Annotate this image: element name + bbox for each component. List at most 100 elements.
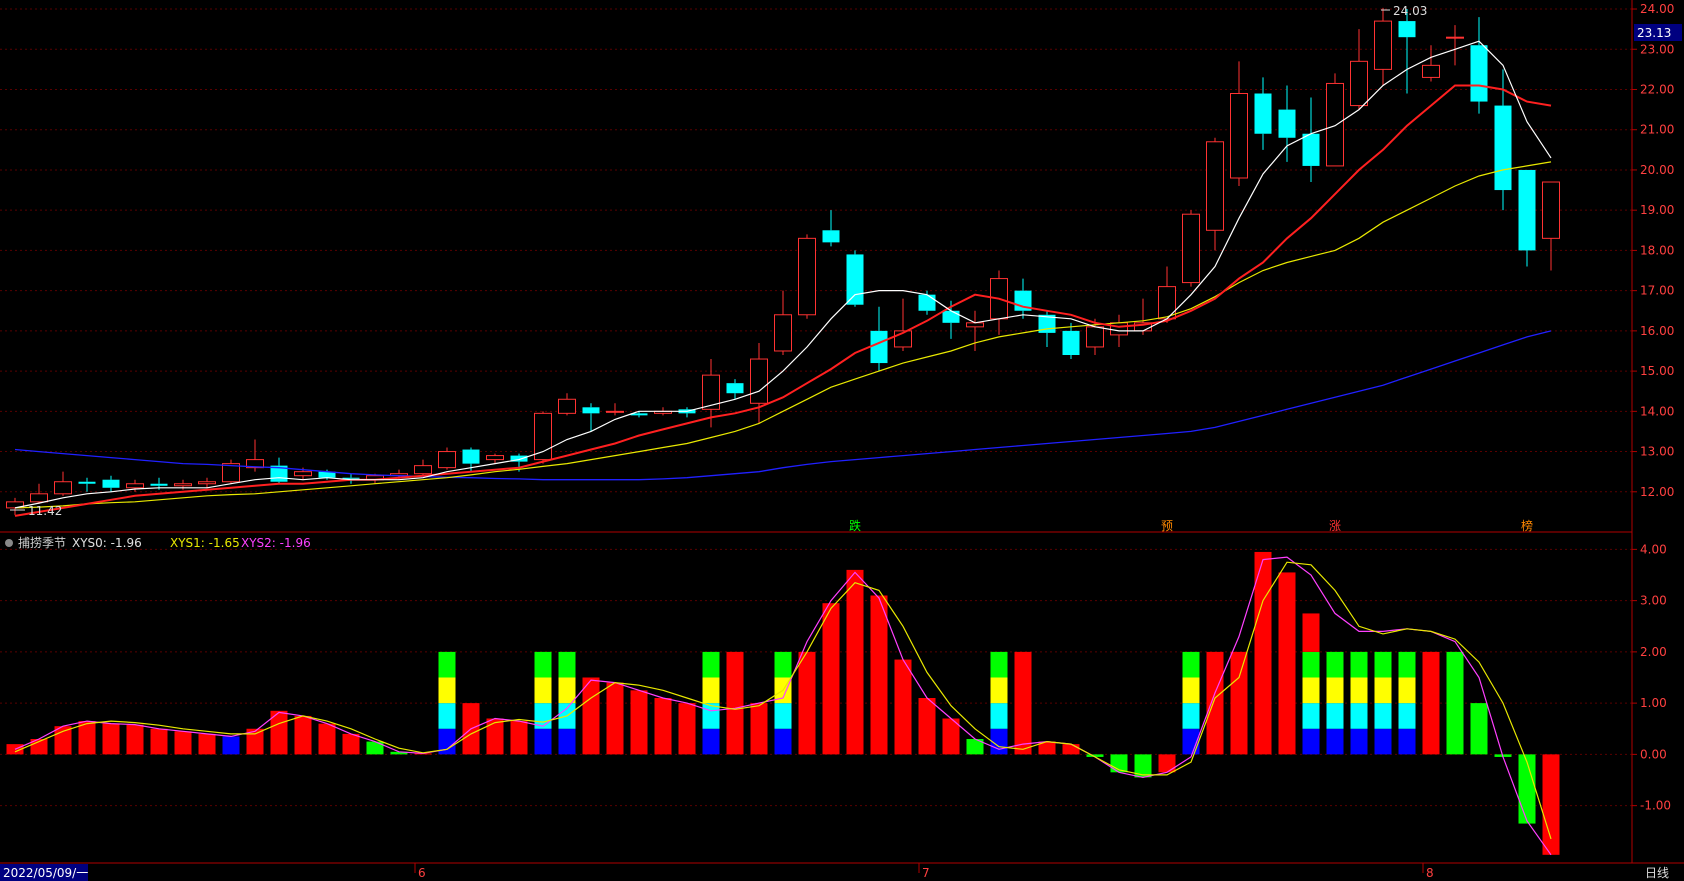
indicator-bar-segment	[558, 677, 576, 704]
ma60-line	[14, 330, 1552, 481]
candle[interactable]	[846, 250, 864, 307]
candle[interactable]	[966, 310, 984, 351]
candle[interactable]	[1518, 169, 1536, 267]
indicator-bar	[1542, 754, 1560, 855]
candle[interactable]	[1542, 181, 1560, 271]
candle[interactable]	[606, 403, 624, 416]
indicator-bar-segment	[1374, 703, 1392, 729]
period-label[interactable]: 日线	[1645, 866, 1669, 880]
candle[interactable]	[246, 439, 264, 472]
price-tick-label: 12.00	[1640, 485, 1674, 499]
candle-body	[486, 455, 504, 461]
candle[interactable]	[702, 359, 720, 428]
indicator-bar	[342, 733, 360, 755]
candle[interactable]	[1230, 61, 1248, 187]
indicator-bar	[942, 718, 960, 755]
candle[interactable]	[1326, 73, 1344, 167]
indicator-bar	[630, 690, 648, 755]
indicator-bar	[390, 751, 408, 755]
candle[interactable]	[438, 447, 456, 470]
high-price-label: 24.03	[1393, 4, 1427, 18]
indicator-bar	[1254, 551, 1272, 755]
candle[interactable]	[222, 459, 240, 484]
indicator-bar	[1302, 613, 1320, 652]
candle[interactable]	[534, 411, 552, 464]
candle[interactable]	[1062, 322, 1080, 360]
candle-body	[1278, 109, 1296, 138]
indicator-bar	[174, 731, 192, 755]
candle[interactable]	[870, 306, 888, 372]
candle[interactable]	[1086, 318, 1104, 356]
candle[interactable]	[1398, 9, 1416, 94]
candle-body	[870, 330, 888, 364]
candle[interactable]	[486, 453, 504, 464]
candle-body	[750, 358, 768, 404]
candle-body	[1518, 169, 1536, 251]
indicator-bar	[582, 677, 600, 755]
candle[interactable]	[822, 210, 840, 247]
indicator-bar	[102, 723, 120, 755]
indicator-bar-segment	[774, 651, 792, 678]
candle[interactable]	[30, 483, 48, 504]
indicator-xys0: XYS0: -1.96	[72, 536, 142, 550]
price-tick-label: 21.00	[1640, 123, 1674, 137]
indicator-toggle-icon[interactable]	[5, 539, 13, 547]
candle[interactable]	[582, 403, 600, 432]
month-tick-label: 6	[418, 866, 426, 880]
indicator-bar-segment	[702, 677, 720, 704]
indicator-bar	[822, 603, 840, 755]
month-tick-label: 8	[1426, 866, 1434, 880]
candle-body	[510, 455, 528, 462]
indicator-bar	[846, 569, 864, 755]
candle[interactable]	[1182, 210, 1200, 287]
signal-marker: 预	[1161, 519, 1173, 533]
candle[interactable]	[1446, 25, 1464, 66]
candle[interactable]	[510, 453, 528, 472]
candle-body	[1422, 64, 1440, 78]
candle-body	[1494, 105, 1512, 191]
indicator-bar	[366, 741, 384, 755]
candle-body	[126, 483, 144, 489]
indicator-bar	[1014, 651, 1032, 755]
candle[interactable]	[198, 477, 216, 488]
current-date: 2022/05/09/一	[3, 866, 88, 880]
candle[interactable]	[1470, 17, 1488, 114]
candle-body	[774, 314, 792, 352]
price-panel[interactable]: 跌预涨榜	[6, 7, 1560, 533]
candle[interactable]	[414, 459, 432, 476]
indicator-bar	[126, 724, 144, 755]
candle-body	[1062, 330, 1080, 356]
candle[interactable]	[1278, 85, 1296, 162]
candle-body	[318, 471, 336, 478]
indicator-bar-segment	[438, 728, 456, 755]
candle[interactable]	[1422, 45, 1440, 82]
price-tick-label: 22.00	[1640, 82, 1674, 96]
indicator-bar	[1446, 651, 1464, 755]
indicator-bar-segment	[1326, 728, 1344, 755]
candle[interactable]	[798, 234, 816, 319]
indicator-panel[interactable]	[6, 551, 1560, 856]
indicator-bar	[294, 715, 312, 755]
candle-body	[1206, 141, 1224, 231]
candle[interactable]	[774, 290, 792, 356]
candle[interactable]	[726, 379, 744, 400]
candle-body	[438, 451, 456, 469]
indicator-bar	[678, 703, 696, 755]
candle[interactable]	[78, 477, 96, 492]
indicator-tick-label: 0.00	[1640, 747, 1667, 761]
price-tick-label: 18.00	[1640, 243, 1674, 257]
candle[interactable]	[918, 290, 936, 315]
current-price-label: 23.13	[1637, 26, 1671, 40]
candle[interactable]	[54, 471, 72, 496]
candle[interactable]	[1350, 29, 1368, 110]
candle-body	[462, 449, 480, 464]
candle[interactable]	[102, 475, 120, 492]
candle[interactable]	[1206, 137, 1224, 251]
candle[interactable]	[1302, 97, 1320, 183]
candle[interactable]	[558, 393, 576, 416]
indicator-bar-segment	[1182, 677, 1200, 704]
indicator-bar	[1158, 754, 1176, 773]
candle-body	[942, 310, 960, 323]
candle[interactable]	[1254, 77, 1272, 150]
